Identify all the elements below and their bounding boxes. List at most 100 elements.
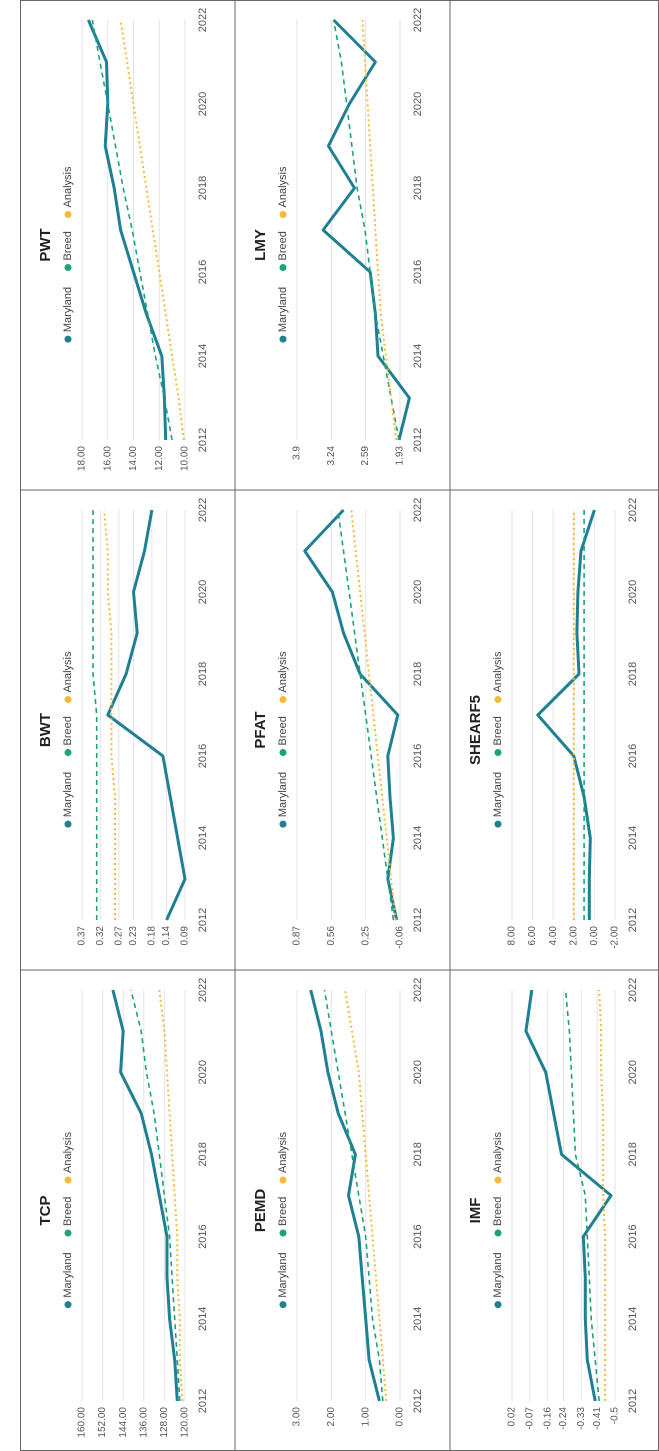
x-tick-label: 2016 xyxy=(197,744,209,768)
legend-marker xyxy=(494,820,502,828)
legend-marker xyxy=(64,749,72,756)
series-line xyxy=(303,508,400,921)
x-tick-label: 2016 xyxy=(412,1224,424,1248)
y-tick-label: -0.16 xyxy=(542,1407,553,1430)
x-tick-label: 2016 xyxy=(412,744,424,768)
x-tick-label: 2012 xyxy=(197,908,209,932)
series-line xyxy=(350,509,397,921)
y-tick-label: 1.93 xyxy=(395,446,406,466)
x-tick-label: 2022 xyxy=(197,8,209,32)
y-tick-label: -0.06 xyxy=(395,926,406,949)
chart-title: PEMD xyxy=(252,1189,269,1233)
x-tick-label: 2014 xyxy=(412,344,424,368)
series-line xyxy=(344,989,388,1402)
legend-label: Analysis xyxy=(62,651,74,692)
legend-label: Breed xyxy=(277,231,289,260)
y-tick-label: 0.25 xyxy=(360,926,371,946)
y-tick-label: 0.14 xyxy=(161,926,172,946)
y-tick-label: 10.00 xyxy=(180,446,191,471)
legend-label: Analysis xyxy=(492,651,504,692)
y-tick-label: 152.00 xyxy=(97,1407,108,1438)
x-tick-label: 2012 xyxy=(412,1389,424,1413)
y-tick-label: 6.00 xyxy=(527,926,538,946)
y-tick-label: 0.23 xyxy=(128,926,139,946)
y-tick-label: 0.18 xyxy=(147,926,158,946)
legend-label: Breed xyxy=(492,716,504,745)
series-line xyxy=(103,509,117,920)
y-tick-label: -2.00 xyxy=(610,926,621,949)
series-line xyxy=(536,509,596,920)
y-tick-label: 14.00 xyxy=(128,446,139,471)
x-tick-label: 2020 xyxy=(627,1060,639,1084)
y-tick-label: 160.00 xyxy=(77,1407,88,1438)
series-line xyxy=(524,989,613,1402)
y-tick-label: 2.00 xyxy=(326,1407,337,1427)
x-tick-label: 2018 xyxy=(197,176,209,200)
y-tick-label: 0.37 xyxy=(77,926,88,946)
x-tick-label: 2012 xyxy=(627,1389,639,1413)
x-tick-label: 2018 xyxy=(412,1142,424,1166)
x-tick-label: 2012 xyxy=(412,908,424,932)
legend-label: Breed xyxy=(277,1197,289,1226)
legend-marker xyxy=(64,264,72,271)
series-line xyxy=(91,19,173,441)
legend-marker xyxy=(279,211,287,218)
legend-marker xyxy=(279,1229,287,1237)
y-tick-label: 120.00 xyxy=(180,1407,191,1438)
y-tick-label: 3.9 xyxy=(292,446,303,460)
series-line xyxy=(361,19,398,441)
x-tick-label: 2022 xyxy=(197,978,209,1002)
legend-label: Maryland xyxy=(62,1252,74,1297)
series-line xyxy=(321,18,411,441)
y-tick-label: 0.56 xyxy=(326,926,337,946)
y-tick-label: 18.00 xyxy=(77,446,88,471)
x-tick-label: 2012 xyxy=(197,428,209,452)
y-tick-label: 0.00 xyxy=(589,926,600,946)
y-tick-label: 3.00 xyxy=(292,1407,303,1427)
legend-marker xyxy=(279,264,287,271)
chart-title: TCP xyxy=(37,1196,54,1226)
x-tick-label: 2020 xyxy=(197,92,209,116)
y-tick-label: -0.41 xyxy=(592,1407,603,1430)
x-tick-label: 2012 xyxy=(627,908,639,932)
x-tick-label: 2016 xyxy=(412,260,424,284)
x-tick-label: 2014 xyxy=(197,1307,209,1331)
y-tick-label: 0.87 xyxy=(292,926,303,946)
x-tick-label: 2012 xyxy=(197,1389,209,1413)
x-tick-label: 2020 xyxy=(412,92,424,116)
x-tick-label: 2022 xyxy=(412,978,424,1002)
x-tick-label: 2020 xyxy=(412,1060,424,1084)
legend-label: Analysis xyxy=(277,166,289,207)
series-line xyxy=(337,509,395,921)
x-tick-label: 2020 xyxy=(412,580,424,604)
y-tick-label: 16.00 xyxy=(102,446,113,471)
x-tick-label: 2014 xyxy=(197,826,209,850)
y-tick-label: 144.00 xyxy=(118,1407,129,1438)
chart-title: PWT xyxy=(37,228,54,261)
legend-label: Analysis xyxy=(62,1132,74,1173)
legend-label: Maryland xyxy=(277,287,289,332)
frame xyxy=(20,0,659,1451)
x-tick-label: 2018 xyxy=(412,662,424,686)
series-line xyxy=(564,989,600,1402)
legend-marker xyxy=(494,1229,502,1237)
series-line xyxy=(111,989,179,1402)
x-tick-label: 2016 xyxy=(197,260,209,284)
y-tick-label: 2.00 xyxy=(568,926,579,946)
x-tick-label: 2014 xyxy=(627,1307,639,1331)
y-tick-label: 2.59 xyxy=(360,446,371,466)
y-tick-label: 12.00 xyxy=(154,446,165,471)
legend-marker xyxy=(64,335,72,343)
legend-marker xyxy=(279,696,287,703)
legend-marker xyxy=(64,1229,72,1237)
x-tick-label: 2022 xyxy=(197,498,209,522)
x-tick-label: 2022 xyxy=(627,498,639,522)
legend-label: Analysis xyxy=(277,1132,289,1173)
y-tick-label: -0.5 xyxy=(610,1407,621,1425)
x-tick-label: 2020 xyxy=(197,1060,209,1084)
y-tick-label: 0.09 xyxy=(180,926,191,946)
series-line xyxy=(598,989,607,1401)
legend-label: Breed xyxy=(277,716,289,745)
